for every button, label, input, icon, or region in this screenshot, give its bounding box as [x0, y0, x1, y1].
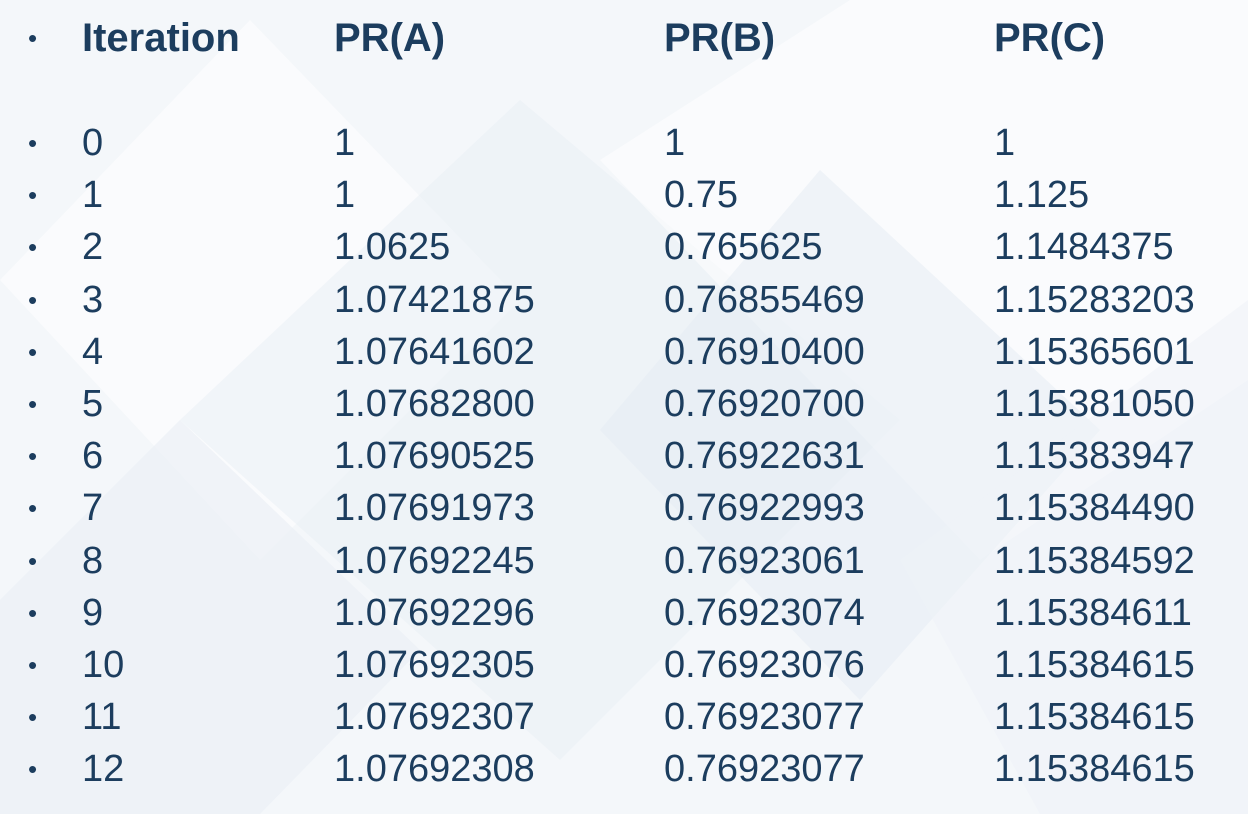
table-row: • 12 1.07692308 0.76923077 1.15384615	[0, 743, 1248, 795]
table-header-row: • Iteration PR(A) PR(B) PR(C)	[0, 12, 1248, 64]
pr-a-cell: 1.07692307	[334, 696, 535, 739]
iteration-cell: 6	[82, 435, 104, 478]
pr-b-cell: 0.76920700	[664, 383, 865, 425]
bullet: •	[28, 284, 38, 315]
pr-c-cell: 1.1484375	[994, 226, 1174, 269]
iteration-cell: 2	[82, 226, 104, 269]
pr-c-cell: 1.15384611	[994, 591, 1192, 634]
pr-a-cell: 1.0625	[334, 226, 451, 269]
header-pr-c: PR(C)	[994, 16, 1106, 60]
iteration-cell: 12	[82, 748, 125, 791]
iteration-cell: 4	[82, 330, 104, 373]
table-row: • 9 1.07692296 0.76923074 1.15384611	[0, 587, 1248, 639]
pr-b-cell: 0.76923061	[664, 539, 865, 582]
pr-b-cell: 0.765625	[664, 226, 823, 269]
header-pr-b: PR(B)	[664, 16, 776, 60]
iteration-cell: 1	[82, 174, 104, 217]
pr-b-cell: 0.76923077	[664, 696, 865, 739]
pr-c-cell: 1.125	[994, 174, 1090, 217]
pr-c-cell: 1.15381050	[994, 383, 1195, 425]
iteration-cell: 0	[82, 122, 104, 164]
header-pr-a: PR(A)	[334, 16, 446, 60]
pr-c-cell: 1	[994, 122, 1016, 164]
bullet: •	[28, 23, 38, 53]
pr-c-cell: 1.15384592	[994, 539, 1195, 582]
bullet: •	[28, 545, 38, 576]
bullet: •	[28, 128, 38, 158]
iteration-cell: 7	[82, 487, 104, 530]
pr-b-cell: 0.76910400	[664, 330, 865, 373]
bullet: •	[28, 493, 38, 524]
pr-a-cell: 1.07682800	[334, 383, 535, 425]
table-row: • 11 1.07692307 0.76923077 1.15384615	[0, 691, 1248, 743]
table-row: • 6 1.07690525 0.76922631 1.15383947	[0, 430, 1248, 482]
pr-c-cell: 1.15384615	[994, 696, 1195, 739]
pr-a-cell: 1.07692305	[334, 644, 535, 686]
table-row: • 3 1.07421875 0.76855469 1.15283203	[0, 274, 1248, 326]
pr-c-cell: 1.15384615	[994, 644, 1195, 686]
table-row: • 0 1 1 1	[0, 117, 1248, 169]
pr-a-cell: 1.07690525	[334, 435, 535, 478]
bullet: •	[28, 754, 38, 785]
bullet: •	[28, 702, 38, 733]
pr-b-cell: 0.76855469	[664, 278, 865, 321]
table-row: • 5 1.07682800 0.76920700 1.15381050	[0, 378, 1248, 430]
table-row: • 8 1.07692245 0.76923061 1.15384592	[0, 535, 1248, 587]
bullet: •	[28, 180, 38, 211]
table-row: • 7 1.07691973 0.76922993 1.15384490	[0, 482, 1248, 534]
pr-a-cell: 1.07692245	[334, 539, 535, 582]
bullet: •	[28, 597, 38, 628]
iteration-cell: 10	[82, 644, 125, 686]
pr-b-cell: 0.76922993	[664, 487, 865, 530]
pr-a-cell: 1.07692296	[334, 591, 535, 634]
pr-a-cell: 1.07691973	[334, 487, 535, 530]
bullet: •	[28, 336, 38, 367]
iteration-cell: 8	[82, 539, 104, 582]
pr-a-cell: 1.07641602	[334, 330, 535, 373]
table-row: • 1 1 0.75 1.125	[0, 169, 1248, 221]
iteration-cell: 3	[82, 278, 104, 321]
pr-c-cell: 1.15283203	[994, 278, 1195, 321]
pr-c-cell: 1.15384490	[994, 487, 1195, 530]
pr-b-cell: 0.76923076	[664, 644, 865, 686]
table-row: • 4 1.07641602 0.76910400 1.15365601	[0, 326, 1248, 378]
table-row: • 10 1.07692305 0.76923076 1.15384615	[0, 639, 1248, 691]
pr-c-cell: 1.15384615	[994, 748, 1195, 791]
iteration-cell: 5	[82, 383, 104, 425]
pr-c-cell: 1.15365601	[994, 330, 1195, 373]
pr-b-cell: 0.76923074	[664, 591, 865, 634]
pr-a-cell: 1.07421875	[334, 278, 535, 321]
pr-b-cell: 0.75	[664, 174, 738, 217]
pr-b-cell: 1	[664, 122, 686, 164]
iteration-cell: 11	[82, 696, 122, 739]
bullet: •	[28, 389, 38, 419]
pr-b-cell: 0.76923077	[664, 748, 865, 791]
bullet: •	[28, 650, 38, 680]
pr-a-cell: 1	[334, 122, 356, 164]
header-iteration: Iteration	[82, 16, 240, 60]
pr-a-cell: 1.07692308	[334, 748, 535, 791]
bullet: •	[28, 232, 38, 263]
table-row: • 2 1.0625 0.765625 1.1484375	[0, 221, 1248, 273]
pr-c-cell: 1.15383947	[994, 435, 1195, 478]
pr-a-cell: 1	[334, 174, 356, 217]
bullet: •	[28, 441, 38, 472]
iteration-cell: 9	[82, 591, 104, 634]
pr-b-cell: 0.76922631	[664, 435, 865, 478]
